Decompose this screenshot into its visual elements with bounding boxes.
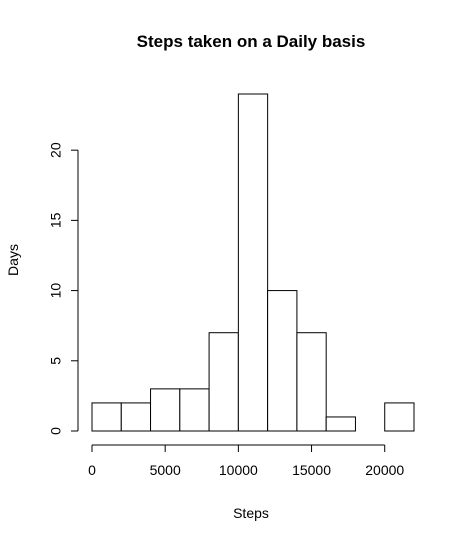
x-axis: 0 5000 10000 15000 20000 (88, 444, 404, 478)
histogram-bar-5 (237, 93, 269, 432)
histogram-bar-10 (384, 402, 415, 432)
y-axis-label: Days (5, 244, 21, 276)
x-tick-label-3: 15000 (292, 462, 331, 478)
histogram-bar-4 (208, 332, 239, 432)
histogram-bar-0 (91, 402, 122, 432)
y-tick-label-0: 0 (48, 427, 64, 435)
histogram-bar-2 (150, 388, 181, 432)
x-tick-label-2: 10000 (219, 462, 258, 478)
x-tick-label-4: 20000 (365, 462, 404, 478)
y-tick-label-1: 5 (48, 357, 64, 365)
chart-title: Steps taken on a Daily basis (137, 32, 366, 51)
histogram-bar-1 (120, 402, 152, 432)
x-tick-label-1: 5000 (150, 462, 181, 478)
histogram-bar-3 (179, 388, 210, 432)
y-tick-label-2: 10 (48, 283, 64, 299)
x-tick-label-0: 0 (88, 462, 96, 478)
histogram-bar-8 (325, 416, 356, 432)
histogram-bar-6 (267, 290, 298, 432)
y-tick-label-3: 15 (48, 212, 64, 228)
bars-group (91, 93, 415, 432)
y-tick-label-4: 20 (48, 142, 64, 158)
y-axis: 0 5 10 15 20 (48, 142, 79, 435)
histogram-bar-7 (296, 332, 327, 432)
x-axis-label: Steps (233, 505, 269, 521)
